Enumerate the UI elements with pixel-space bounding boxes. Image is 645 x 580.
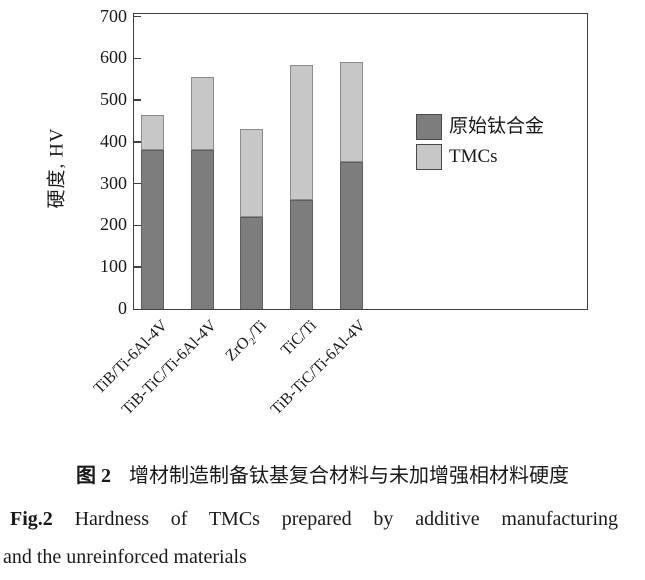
legend-label-0: 原始钛合金	[449, 116, 545, 137]
legend-label-1: TMCs	[449, 146, 498, 167]
x-category-label: ZrO₂/Ti	[222, 317, 270, 365]
y-tick-label: 500	[100, 89, 127, 110]
y-tick-label: 200	[100, 214, 127, 235]
caption-english-line1: Fig.2 Hardness of TMCs prepared by addit…	[10, 505, 618, 533]
bar-segment-tmc	[141, 114, 164, 151]
hardness-bar-chart: 硬度, HV 0 100 200 300 400 500 600 700 原始钛合金 TMCs …	[47, 5, 588, 419]
y-tick-mark	[134, 57, 141, 60]
bar-segment-matrix	[190, 150, 214, 309]
bar-segment-tmc	[290, 64, 314, 201]
y-tick-label: 300	[100, 172, 127, 193]
bar-segment-matrix	[339, 161, 363, 309]
plot-area: 原始钛合金 TMCs	[133, 13, 588, 310]
x-category-label: TiB-TiC/Ti-6Al-4V	[118, 317, 221, 419]
legend-swatch-0	[416, 114, 442, 140]
y-tick-mark	[134, 15, 141, 18]
y-tick-label: 400	[100, 130, 127, 151]
y-tick-label: 100	[100, 256, 127, 277]
figure-title-en: Hardness of TMCs prepared by additive ma…	[74, 508, 619, 530]
figure-number-en: Fig.2	[10, 508, 53, 530]
bar-segment-matrix	[290, 200, 314, 309]
bar-segment-tmc	[190, 77, 214, 151]
y-tick-mark	[134, 266, 141, 268]
bar-segment-tmc	[240, 129, 264, 218]
y-tick-label: 600	[100, 47, 127, 68]
y-tick-mark	[134, 182, 141, 185]
x-category-label: TiC/Ti	[277, 317, 320, 360]
bar-segment-matrix	[141, 150, 164, 309]
y-tick-mark	[134, 99, 141, 101]
bar-segment-matrix	[240, 217, 264, 309]
y-tick-mark	[134, 141, 141, 143]
y-tick-label: 0	[118, 298, 127, 318]
figure-number-zh: 图 2	[76, 465, 111, 487]
bar-segment-tmc	[339, 62, 363, 162]
y-tick-label: 700	[100, 5, 127, 26]
caption-chinese: 图 2 增材制造制备钛基复合材料与未加增强相材料硬度	[0, 462, 645, 490]
figure-title-zh: 增材制造制备钛基复合材料与未加增强相材料硬度	[129, 465, 569, 487]
legend-swatch-1	[416, 144, 442, 170]
x-category-label: TiB-TiC/Ti-6Al-4V	[267, 317, 370, 419]
y-tick-mark	[134, 224, 141, 227]
caption-english-line2: and the unreinforced materials	[3, 546, 247, 568]
